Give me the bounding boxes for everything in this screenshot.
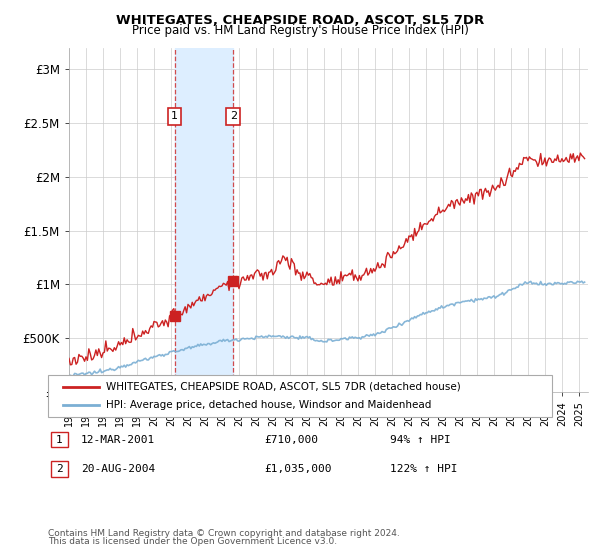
Bar xyxy=(175,48,233,392)
Text: £1,035,000: £1,035,000 xyxy=(264,464,331,474)
Text: Price paid vs. HM Land Registry's House Price Index (HPI): Price paid vs. HM Land Registry's House … xyxy=(131,24,469,36)
Text: WHITEGATES, CHEAPSIDE ROAD, ASCOT, SL5 7DR: WHITEGATES, CHEAPSIDE ROAD, ASCOT, SL5 7… xyxy=(116,14,484,27)
Text: 20-AUG-2004: 20-AUG-2004 xyxy=(81,464,155,474)
Text: HPI: Average price, detached house, Windsor and Maidenhead: HPI: Average price, detached house, Wind… xyxy=(106,400,431,410)
Text: This data is licensed under the Open Government Licence v3.0.: This data is licensed under the Open Gov… xyxy=(48,537,337,546)
Text: WHITEGATES, CHEAPSIDE ROAD, ASCOT, SL5 7DR (detached house): WHITEGATES, CHEAPSIDE ROAD, ASCOT, SL5 7… xyxy=(106,382,461,392)
Text: 2: 2 xyxy=(230,111,237,122)
Text: 12-MAR-2001: 12-MAR-2001 xyxy=(81,435,155,445)
Text: Contains HM Land Registry data © Crown copyright and database right 2024.: Contains HM Land Registry data © Crown c… xyxy=(48,529,400,538)
Text: 1: 1 xyxy=(56,435,63,445)
Text: 1: 1 xyxy=(171,111,178,122)
Text: 94% ↑ HPI: 94% ↑ HPI xyxy=(390,435,451,445)
Text: 122% ↑ HPI: 122% ↑ HPI xyxy=(390,464,457,474)
Text: 2: 2 xyxy=(56,464,63,474)
Text: £710,000: £710,000 xyxy=(264,435,318,445)
